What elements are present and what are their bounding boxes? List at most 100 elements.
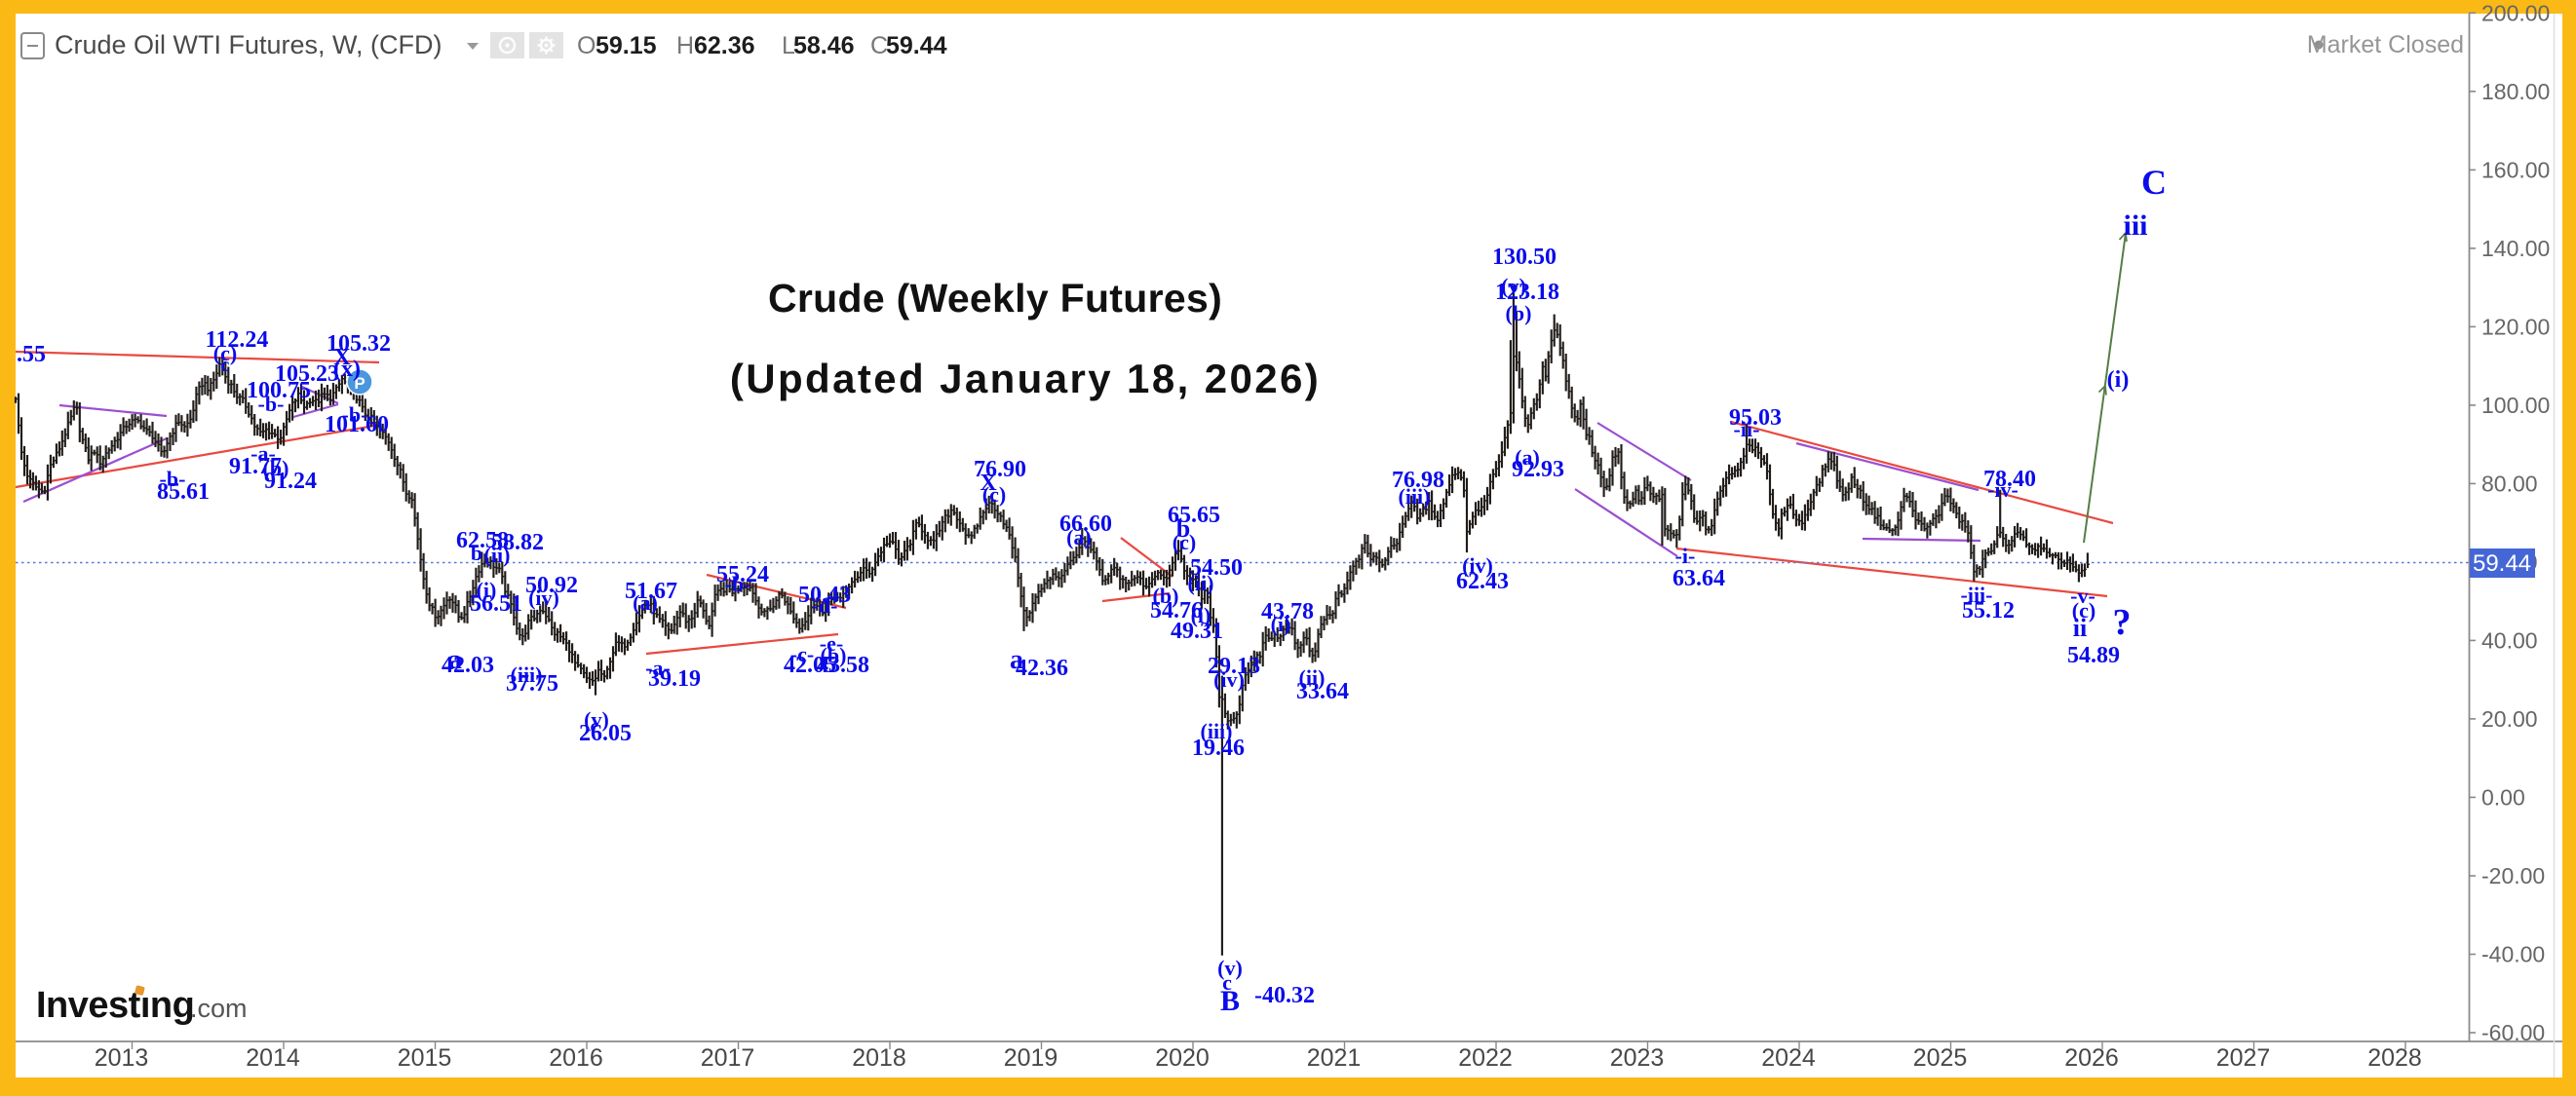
svg-text:P: P xyxy=(354,374,365,393)
svg-text:56.51: 56.51 xyxy=(470,591,522,617)
svg-text:37.75: 37.75 xyxy=(506,671,558,697)
svg-text:2017: 2017 xyxy=(701,1044,755,1072)
svg-text:-i-: -i- xyxy=(1675,544,1696,568)
svg-text:58.46: 58.46 xyxy=(793,32,855,59)
svg-text:2027: 2027 xyxy=(2216,1044,2271,1072)
svg-text:C: C xyxy=(2141,163,2167,202)
svg-text:(i): (i) xyxy=(1271,612,1291,636)
svg-text:26.05: 26.05 xyxy=(579,721,632,746)
svg-text:c: c xyxy=(1222,970,1232,995)
svg-text:123.18: 123.18 xyxy=(1495,280,1559,305)
svg-text:105.32: 105.32 xyxy=(327,331,391,357)
svg-text:X: X xyxy=(333,345,351,370)
svg-text:19.46: 19.46 xyxy=(1192,736,1245,761)
svg-text:42.03: 42.03 xyxy=(442,653,494,678)
svg-text:-20.00: -20.00 xyxy=(2481,863,2545,888)
svg-text:-b-: -b- xyxy=(258,392,285,416)
svg-text:92.93: 92.93 xyxy=(1512,457,1564,482)
svg-text:(i): (i) xyxy=(1191,603,1211,627)
svg-text:(a): (a) xyxy=(1515,445,1540,470)
svg-text:55.24: 55.24 xyxy=(716,562,769,587)
svg-text:2013: 2013 xyxy=(95,1044,149,1072)
svg-text:(v): (v) xyxy=(1217,956,1243,980)
svg-text:58.82: 58.82 xyxy=(491,530,544,555)
svg-text:O: O xyxy=(577,32,596,59)
svg-text:L: L xyxy=(782,32,795,59)
svg-text:2015: 2015 xyxy=(398,1044,452,1072)
svg-text:(a): (a) xyxy=(1066,525,1092,549)
svg-text:62.43: 62.43 xyxy=(1456,569,1509,594)
svg-text:(b): (b) xyxy=(1153,584,1179,608)
svg-text:(ii): (ii) xyxy=(484,543,511,567)
svg-text:b: b xyxy=(471,541,482,565)
svg-text:54.76: 54.76 xyxy=(1150,598,1203,624)
svg-text:2020: 2020 xyxy=(1155,1044,1210,1072)
svg-text:140.00: 140.00 xyxy=(2481,236,2550,261)
svg-text:180.00: 180.00 xyxy=(2481,79,2550,104)
svg-text:130.50: 130.50 xyxy=(1492,245,1557,270)
svg-text:(iv): (iv) xyxy=(528,586,559,610)
svg-text:100.75: 100.75 xyxy=(247,378,311,403)
svg-text:b: b xyxy=(1176,514,1190,543)
svg-text:120.00: 120.00 xyxy=(2481,314,2550,339)
svg-text:-40.00: -40.00 xyxy=(2481,942,2545,967)
svg-text:(ii): (ii) xyxy=(1299,665,1326,690)
svg-text:X: X xyxy=(980,471,997,496)
svg-text:B: B xyxy=(1220,985,1240,1017)
svg-text:100.00: 100.00 xyxy=(2481,393,2550,418)
svg-text:200.00: 200.00 xyxy=(2481,0,2550,25)
svg-text:51.67: 51.67 xyxy=(625,579,677,604)
svg-text:a: a xyxy=(1010,645,1023,675)
svg-text:(c): (c) xyxy=(982,482,1006,507)
svg-text:(i): (i) xyxy=(2107,367,2130,393)
svg-text:-a-: -a- xyxy=(645,656,671,680)
svg-text:-b-: -b- xyxy=(342,402,368,427)
svg-text:91.24: 91.24 xyxy=(264,469,317,494)
svg-text:40.00: 40.00 xyxy=(2481,627,2538,653)
svg-text:-b-: -b- xyxy=(725,572,751,596)
svg-text:(b): (b) xyxy=(821,643,847,667)
svg-text:2021: 2021 xyxy=(1307,1044,1362,1072)
svg-text:2024: 2024 xyxy=(1761,1044,1816,1072)
svg-text:(iv): (iv) xyxy=(1462,553,1493,578)
svg-text:105.23: 105.23 xyxy=(275,361,339,387)
svg-text:54.50: 54.50 xyxy=(1190,555,1243,581)
svg-text:C: C xyxy=(870,32,888,59)
svg-text:2022: 2022 xyxy=(1458,1044,1513,1072)
svg-text:33.64: 33.64 xyxy=(1296,679,1349,704)
svg-text:c: c xyxy=(221,355,230,376)
svg-text:59.44: 59.44 xyxy=(2473,550,2531,577)
svg-text:(c): (c) xyxy=(1173,530,1196,554)
svg-text:20.00: 20.00 xyxy=(2481,706,2538,732)
svg-text:-b-: -b- xyxy=(160,467,186,491)
svg-text:(b): (b) xyxy=(263,456,289,480)
svg-text:(iii): (iii) xyxy=(1399,484,1431,509)
svg-text:2018: 2018 xyxy=(852,1044,906,1072)
svg-text:101.60: 101.60 xyxy=(325,412,389,437)
svg-text:(a): (a) xyxy=(633,590,658,615)
svg-text:160.00: 160.00 xyxy=(2481,157,2550,182)
svg-text:Crude Oil WTI Futures, W, (CFD: Crude Oil WTI Futures, W, (CFD) xyxy=(55,30,442,59)
svg-text:-v-: -v- xyxy=(2070,584,2095,608)
svg-text:49.31: 49.31 xyxy=(1171,619,1223,644)
svg-text:76.90: 76.90 xyxy=(974,457,1026,482)
svg-text:2025: 2025 xyxy=(1913,1044,1968,1072)
svg-text:59.44: 59.44 xyxy=(886,32,947,59)
svg-text:(i): (i) xyxy=(477,578,497,602)
svg-text:-d-: -d- xyxy=(812,593,838,618)
svg-text:H: H xyxy=(676,32,694,59)
svg-text:-e-: -e- xyxy=(820,631,843,656)
svg-text:-iii-: -iii- xyxy=(1961,583,1993,607)
svg-text:95.03: 95.03 xyxy=(1729,405,1782,431)
svg-text:66.60: 66.60 xyxy=(1059,511,1112,537)
svg-text:62.58: 62.58 xyxy=(456,528,509,553)
svg-text:(iii): (iii) xyxy=(511,662,543,687)
svg-text:2026: 2026 xyxy=(2064,1044,2119,1072)
svg-text:Crude (Weekly Futures): Crude (Weekly Futures) xyxy=(768,276,1222,321)
svg-text:(v): (v) xyxy=(584,707,609,732)
svg-text:0.00: 0.00 xyxy=(2481,784,2525,810)
svg-text:80.00: 80.00 xyxy=(2481,471,2538,496)
svg-text:(iii): (iii) xyxy=(1201,719,1233,743)
svg-text:-iv-: -iv- xyxy=(1987,477,2019,502)
svg-text:112.24: 112.24 xyxy=(206,327,269,353)
